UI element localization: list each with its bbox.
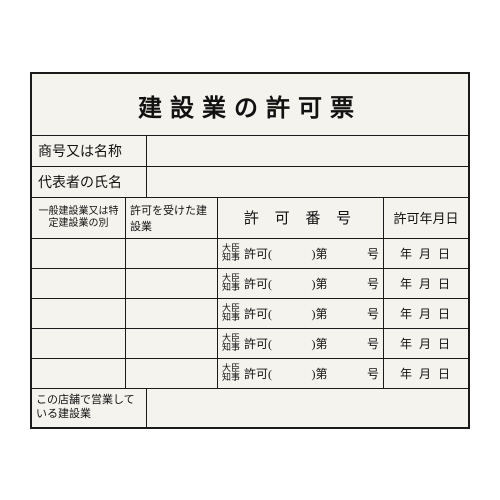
- board-title: 建設業の許可票: [32, 74, 468, 136]
- cell-permit-number: 大臣知事許可( )第 号: [218, 329, 384, 358]
- info-row-trade-name: 商号又は名称: [32, 136, 468, 167]
- cell-permit-number: 大臣知事許可( )第 号: [218, 239, 384, 268]
- cell-business-type: [32, 269, 126, 298]
- dai-text: )第: [312, 275, 328, 292]
- gov-label: 大臣知事: [222, 244, 240, 262]
- cell-permitted-business: [126, 269, 218, 298]
- cell-permit-number: 大臣知事許可( )第 号: [218, 269, 384, 298]
- go-text: 号: [367, 305, 379, 322]
- trade-name-label: 商号又は名称: [32, 136, 147, 166]
- footer-label: この店舗で営業している建設業: [32, 389, 147, 427]
- kyoka-text: 許可(: [244, 275, 272, 292]
- cell-business-type: [32, 329, 126, 358]
- permit-row: 大臣知事許可( )第 号年 月 日: [32, 269, 468, 299]
- permit-row: 大臣知事許可( )第 号年 月 日: [32, 239, 468, 269]
- dai-text: )第: [312, 365, 328, 382]
- gov-label: 大臣知事: [222, 364, 240, 382]
- footer-value: [147, 389, 468, 427]
- dai-text: )第: [312, 305, 328, 322]
- cell-permitted-business: [126, 239, 218, 268]
- cell-permit-number: 大臣知事許可( )第 号: [218, 359, 384, 388]
- gov-label: 大臣知事: [222, 334, 240, 352]
- cell-permitted-business: [126, 329, 218, 358]
- header-permit-number: 許 可 番 号: [218, 198, 384, 238]
- cell-business-type: [32, 359, 126, 388]
- kyoka-text: 許可(: [244, 335, 272, 352]
- cell-business-type: [32, 299, 126, 328]
- dai-text: )第: [312, 335, 328, 352]
- cell-permit-date: 年 月 日: [384, 359, 468, 388]
- kyoka-text: 許可(: [244, 305, 272, 322]
- header-business-type: 一般建設業又は特定建設業の別: [32, 198, 126, 238]
- cell-permit-date: 年 月 日: [384, 329, 468, 358]
- cell-permitted-business: [126, 299, 218, 328]
- go-text: 号: [367, 245, 379, 262]
- info-row-representative: 代表者の氏名: [32, 167, 468, 198]
- cell-business-type: [32, 239, 126, 268]
- permit-rows-container: 大臣知事許可()第号年 月 日大臣知事許可()第号年 月 日大臣知事許可()第号…: [32, 239, 468, 389]
- header-permit-date: 許可年月日: [384, 198, 468, 238]
- permit-row: 大臣知事許可( )第 号年 月 日: [32, 299, 468, 329]
- gov-label: 大臣知事: [222, 304, 240, 322]
- cell-permit-number: 大臣知事許可( )第 号: [218, 299, 384, 328]
- header-permitted-business: 許可を受けた建設業: [126, 198, 218, 238]
- trade-name-value: [147, 146, 468, 156]
- go-text: 号: [367, 275, 379, 292]
- cell-permit-date: 年 月 日: [384, 299, 468, 328]
- cell-permit-date: 年 月 日: [384, 269, 468, 298]
- dai-text: )第: [312, 245, 328, 262]
- permit-row: 大臣知事許可( )第 号年 月 日: [32, 329, 468, 359]
- kyoka-text: 許可(: [244, 245, 272, 262]
- cell-permitted-business: [126, 359, 218, 388]
- permit-board: 建設業の許可票 商号又は名称 代表者の氏名 一般建設業又は特定建設業の別 許可を…: [30, 72, 470, 429]
- kyoka-text: 許可(: [244, 365, 272, 382]
- grid-header: 一般建設業又は特定建設業の別 許可を受けた建設業 許 可 番 号 許可年月日: [32, 198, 468, 239]
- permit-row: 大臣知事許可( )第 号年 月 日: [32, 359, 468, 389]
- go-text: 号: [367, 335, 379, 352]
- gov-label: 大臣知事: [222, 274, 240, 292]
- representative-label: 代表者の氏名: [32, 167, 147, 197]
- cell-permit-date: 年 月 日: [384, 239, 468, 268]
- footer-row: この店舗で営業している建設業: [32, 389, 468, 427]
- go-text: 号: [367, 365, 379, 382]
- representative-value: [147, 177, 468, 187]
